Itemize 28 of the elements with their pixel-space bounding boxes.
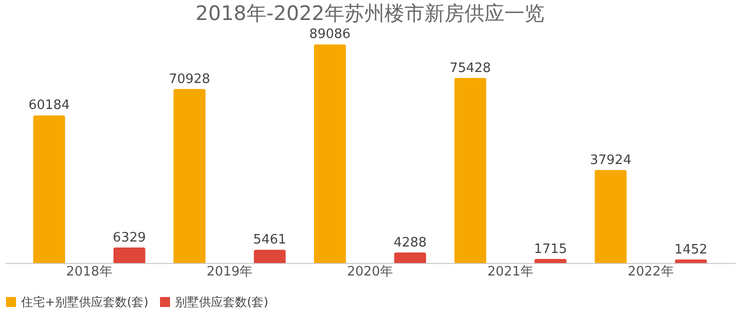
data-label: 1715 <box>534 242 568 257</box>
bar <box>394 252 426 263</box>
bar <box>534 258 567 263</box>
x-tick-label: 2021年 <box>487 264 534 280</box>
x-tick-label: 2018年 <box>66 264 112 280</box>
bar <box>173 88 206 263</box>
data-label: 5461 <box>253 232 286 248</box>
x-tick-label: 2020年 <box>346 264 394 280</box>
data-label: 89086 <box>309 27 351 42</box>
bar <box>594 170 627 263</box>
bar <box>314 44 346 263</box>
x-tick-label: 2019年 <box>206 264 253 280</box>
legend-label: 别墅供应套数(套) <box>175 295 268 309</box>
chart-title: 2018年-2022年苏州楼市新房供应一览 <box>195 1 545 26</box>
bar <box>454 78 486 263</box>
bar <box>674 259 707 263</box>
bar <box>254 250 286 263</box>
bar <box>113 247 146 263</box>
bar <box>33 115 66 263</box>
data-label: 70928 <box>168 72 210 87</box>
data-label: 4288 <box>394 235 427 250</box>
data-label: 60184 <box>28 98 70 114</box>
data-label: 6329 <box>112 230 146 246</box>
legend-label: 住宅+别墅供应套数(套) <box>20 295 148 309</box>
data-label: 37924 <box>590 152 632 168</box>
x-tick-label: 2022年 <box>628 264 674 280</box>
data-label: 75428 <box>450 60 491 76</box>
data-label: 1452 <box>674 242 708 258</box>
